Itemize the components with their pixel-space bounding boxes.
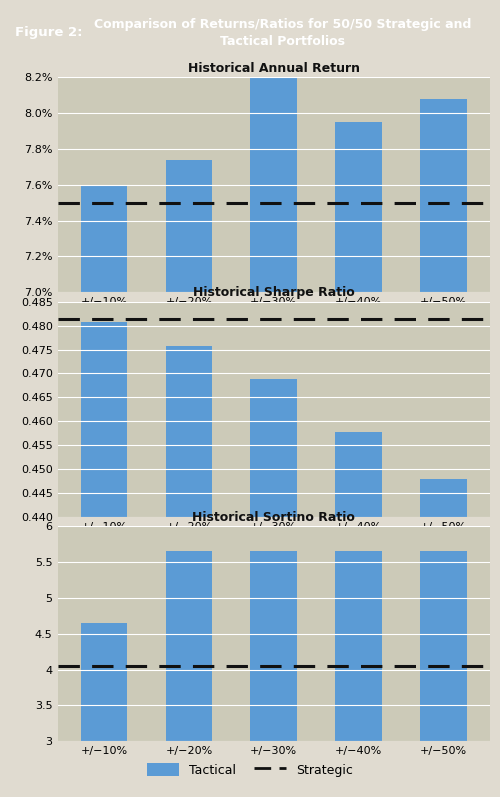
Bar (420, 99, 467, 292)
Legend: Tactical, Strategic: Tactical, Strategic (142, 758, 358, 782)
Bar (250, 552, 297, 741)
Bar (250, 20, 297, 292)
Bar (335, 122, 382, 292)
Bar (81, 623, 128, 741)
Title: Historical Annual Return: Historical Annual Return (188, 61, 360, 75)
Title: Historical Sharpe Ratio: Historical Sharpe Ratio (193, 286, 354, 299)
Bar (81, 322, 128, 516)
Bar (335, 432, 382, 516)
Bar (420, 480, 467, 516)
Bar (166, 552, 212, 741)
Text: Figure 2:: Figure 2: (15, 26, 82, 40)
Bar (166, 159, 212, 292)
Bar (81, 185, 128, 292)
Text: Comparison of Returns/Ratios for 50/50 Strategic and
Tactical Portfolios: Comparison of Returns/Ratios for 50/50 S… (94, 18, 471, 48)
Bar (250, 379, 297, 516)
Bar (166, 346, 212, 516)
Title: Historical Sortino Ratio: Historical Sortino Ratio (192, 511, 355, 524)
Bar (420, 552, 467, 741)
Bar (335, 552, 382, 741)
